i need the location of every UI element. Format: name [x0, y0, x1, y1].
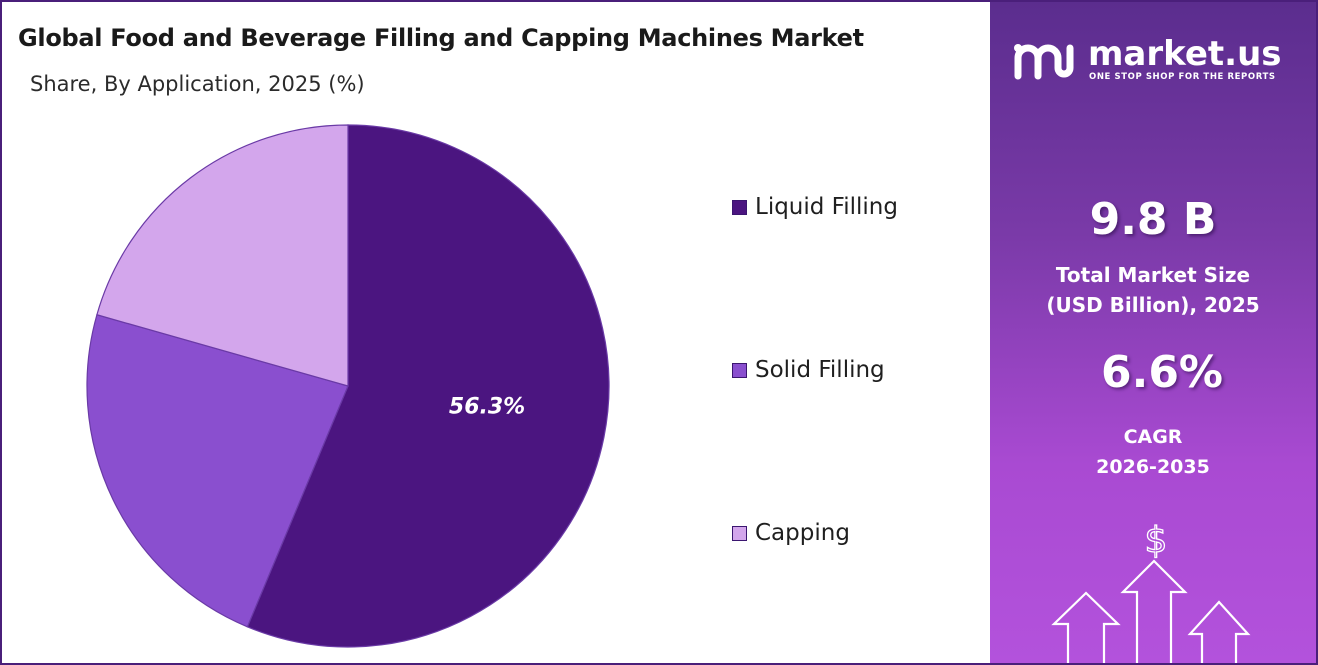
dollar-sign-icon: $ — [1145, 520, 1168, 561]
chart-panel: Global Food and Beverage Filling and Cap… — [2, 2, 988, 663]
summary-panel: market.us ONE STOP SHOP FOR THE REPORTS … — [990, 2, 1316, 663]
legend-swatch-capping — [732, 525, 747, 541]
legend-item-liquid-filling: Liquid Filling — [732, 194, 898, 220]
legend-label-capping: Capping — [755, 520, 850, 546]
cagr-label-line1: CAGR — [1123, 426, 1183, 448]
pie-chart: 56.3% — [86, 124, 610, 648]
cagr-value: 6.6% — [1100, 347, 1224, 398]
legend-label-solid-filling: Solid Filling — [755, 357, 885, 383]
legend-label-liquid-filling: Liquid Filling — [755, 194, 898, 220]
pie-slice-capping — [96, 124, 349, 387]
market-us-logo-icon — [1014, 44, 1074, 80]
brand-name: market.us — [1088, 34, 1282, 74]
legend-item-capping: Capping — [732, 520, 850, 546]
pie-slice-liquid-filling — [246, 124, 610, 648]
cagr-label-line2: 2026-2035 — [1096, 456, 1210, 478]
brand-tagline: ONE STOP SHOP FOR THE REPORTS — [1089, 72, 1276, 82]
chart-subtitle: Share, By Application, 2025 (%) — [30, 72, 365, 96]
growth-arrows-icon: $ — [1051, 519, 1251, 663]
pie-slice-solid-filling — [86, 314, 349, 628]
legend-swatch-liquid-filling — [732, 199, 747, 215]
chart-title: Global Food and Beverage Filling and Cap… — [18, 24, 864, 52]
market-size-label-line2: (USD Billion), 2025 — [1046, 293, 1260, 317]
legend-item-solid-filling: Solid Filling — [732, 357, 885, 383]
pie-data-label-liquid-filling: 56.3% — [449, 395, 525, 420]
legend-swatch-solid-filling — [732, 362, 747, 378]
market-size-label-line1: Total Market Size — [1055, 263, 1251, 287]
market-size-value: 9.8 B — [1089, 194, 1217, 245]
